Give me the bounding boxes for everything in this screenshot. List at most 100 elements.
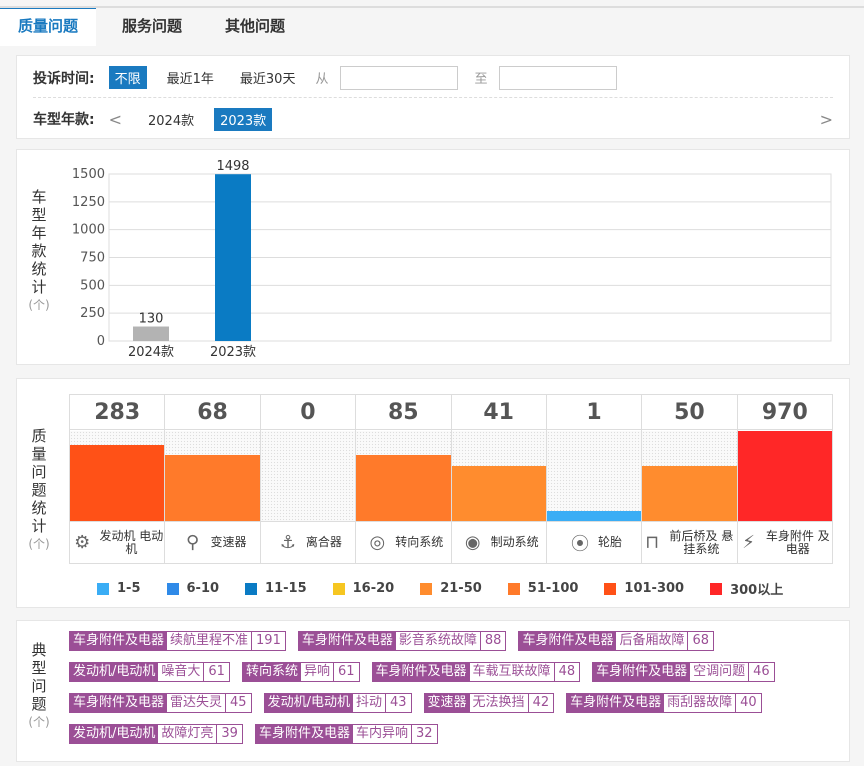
data-label: 130 (139, 312, 164, 327)
next-arrow-icon[interactable]: > (819, 109, 833, 129)
year-stats-panel: 车 型 年 款 统 计 (个) 0 250 500 750 1000 1250 1500 13… (16, 149, 850, 365)
tag-issue: 故障灯亮 (158, 725, 217, 743)
tag-issue: 影音系统故障 (395, 632, 480, 650)
tag-count: 61 (332, 663, 359, 681)
time-filter-row: 投诉时间: 不限 最近1年 最近30天 从 至 (33, 58, 833, 98)
tag-issue: 空调问题 (690, 663, 749, 681)
tag-issue: 抖动 (352, 694, 385, 712)
y-tick-label: 250 (80, 306, 105, 321)
quality-category[interactable]: 41 ◉ 制动系统 (451, 395, 547, 563)
problem-tag[interactable]: 转向系统 异响 61 (241, 662, 360, 682)
problem-tag[interactable]: 车身附件及电器 雷达失灵 45 (69, 693, 252, 713)
problem-tag[interactable]: 车身附件及电器 车载互联故障 48 (371, 662, 581, 682)
gearbox-icon: ⚲ (185, 532, 200, 553)
year-option-2023[interactable]: 2023款 (214, 107, 273, 131)
problem-tag[interactable]: 车身附件及电器 车内异响 32 (254, 724, 438, 744)
legend-item: 300以上 (710, 579, 783, 598)
y-tick-label: 500 (80, 278, 105, 293)
tag-category: 车身附件及电器 (593, 663, 691, 681)
quality-stats-label: 质 量 问 题 统 计 (个) (25, 427, 53, 553)
quality-bar (165, 455, 260, 521)
quality-category[interactable]: 283 ⚙ 发动机 电动机 (70, 395, 166, 563)
year-option-2024[interactable]: 2024款 (148, 113, 195, 129)
quality-category-footer: ⚓ 离合器 (260, 521, 356, 563)
problem-tag[interactable]: 发动机/电动机 噪音大 61 (69, 662, 230, 682)
quality-grid: 283 ⚙ 发动机 电动机 68 ⚲ 变速器 0 ⚓ 离合器 85 ◎ 转向系统 41 ◉ 制动系统 1 ⦿ 轮胎… (69, 394, 833, 564)
tab-service[interactable]: 服务问题 (122, 17, 183, 35)
year-stats-label: 车 型 年 款 统 计 (个) (25, 188, 53, 314)
legend-label: 51-100 (527, 581, 579, 596)
problem-tag[interactable]: 发动机/电动机 故障灯亮 39 (69, 724, 243, 744)
quality-category-name: 转向系统 (395, 535, 444, 549)
legend-label: 21-50 (440, 581, 482, 596)
year-stats-label-char: 年 (31, 224, 47, 242)
quality-bar-area (165, 431, 260, 521)
date-to-input[interactable] (499, 65, 618, 90)
quality-bar-area (451, 431, 546, 521)
quality-category[interactable]: 970 ⚡ 车身附件 及电器 (737, 395, 832, 563)
problem-tag[interactable]: 车身附件及电器 空调问题 46 (592, 662, 775, 682)
quality-bar-area (70, 431, 165, 521)
time-option-all[interactable]: 不限 (108, 66, 147, 89)
tag-count: 40 (735, 694, 761, 712)
quality-count: 85 (356, 395, 451, 430)
date-from-input[interactable] (340, 65, 459, 90)
quality-category-name: 轮胎 (598, 535, 623, 549)
tag-category: 转向系统 (242, 663, 301, 681)
tab-other[interactable]: 其他问题 (225, 17, 286, 35)
y-tick-label: 1000 (72, 223, 105, 238)
quality-bar-area (737, 431, 832, 521)
time-option-1year[interactable]: 最近1年 (166, 72, 214, 87)
tag-count: 46 (748, 663, 774, 681)
year-stats-label-char: 车 (31, 188, 47, 206)
problem-tag[interactable]: 车身附件及电器 雨刮器故障 40 (566, 693, 762, 713)
quality-category[interactable]: 50 ⊓ 前后桥及 悬挂系统 (642, 395, 738, 563)
legend-label: 11-15 (265, 581, 307, 596)
quality-category-footer: ◎ 转向系统 (356, 521, 451, 563)
quality-bar (546, 511, 642, 521)
year-filter-label: 车型年款: (33, 112, 95, 128)
quality-category-footer: ◉ 制动系统 (451, 521, 546, 563)
quality-category-name: 变速器 (210, 535, 247, 549)
tag-category: 发动机/电动机 (70, 663, 159, 681)
problem-tag[interactable]: 发动机/电动机 抖动 43 (263, 693, 412, 713)
from-label: 从 (315, 72, 329, 87)
legend-swatch (710, 582, 723, 595)
tab-quality[interactable]: 质量问题 (0, 6, 97, 46)
tag-count: 43 (384, 694, 411, 712)
quality-bar (737, 431, 832, 521)
quality-category[interactable]: 85 ◎ 转向系统 (356, 395, 452, 563)
legend-swatch (97, 582, 109, 595)
quality-count: 41 (451, 395, 546, 430)
year-stats-unit: (个) (28, 298, 50, 312)
legend-item: 1-5 (97, 579, 141, 598)
to-label: 至 (474, 72, 488, 87)
filter-panel: 投诉时间: 不限 最近1年 最近30天 从 至 车型年款: < 2024款 20… (16, 55, 850, 139)
quality-category[interactable]: 0 ⚓ 离合器 (260, 395, 357, 563)
tag-count: 88 (479, 632, 506, 650)
typical-problems-label: 典 型 问 题 (个) (25, 641, 53, 731)
problem-tag[interactable]: 车身附件及电器 后备厢故障 68 (518, 631, 715, 651)
time-option-30days[interactable]: 最近30天 (239, 72, 296, 87)
problem-tag[interactable]: 车身附件及电器 续航里程不准 191 (69, 631, 286, 651)
axle-icon: ⊓ (645, 532, 660, 553)
quality-label-char: 统 (31, 499, 47, 517)
prev-arrow-icon[interactable]: < (108, 109, 123, 129)
bar (133, 326, 169, 341)
problem-tag[interactable]: 变速器 无法换挡 42 (423, 693, 555, 713)
quality-label-char: 量 (31, 445, 47, 463)
quality-label-char: 问 (31, 463, 47, 481)
x-tick-label: 2024款 (128, 345, 174, 358)
brake-icon: ◉ (464, 532, 481, 553)
problem-tag[interactable]: 车身附件及电器 影音系统故障 88 (297, 631, 507, 651)
quality-category[interactable]: 68 ⚲ 变速器 (165, 395, 261, 563)
tag-row: 车身附件及电器 雷达失灵 45 发动机/电动机 抖动 43 变速器 无法换挡 42 车身附件及电器… (69, 693, 839, 713)
legend-swatch (166, 582, 179, 595)
legend-swatch (332, 582, 345, 595)
tag-row: 发动机/电动机 噪音大 61 转向系统 异响 61 车身附件及电器 车载互联故障 48 车身附件及… (69, 662, 839, 682)
legend-label: 6-10 (186, 581, 220, 596)
tag-issue: 雷达失灵 (167, 694, 226, 712)
quality-category[interactable]: 1 ⦿ 轮胎 (546, 395, 643, 563)
quality-count: 50 (642, 395, 737, 430)
year-stats-label-char: 计 (31, 278, 47, 296)
